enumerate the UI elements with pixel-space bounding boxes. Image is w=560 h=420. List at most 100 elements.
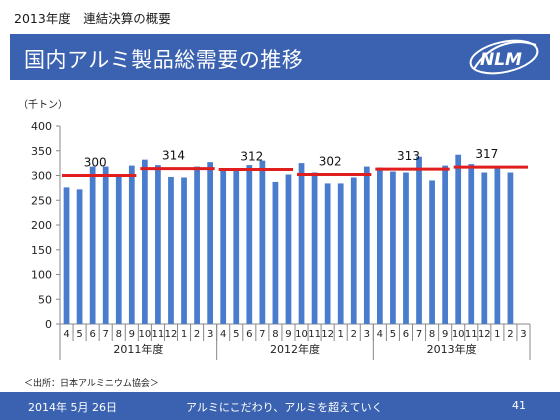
bar [259, 160, 266, 324]
bar [390, 171, 396, 324]
x-tick-label: 4 [220, 329, 226, 340]
bar [89, 166, 96, 324]
x-tick-label: 9 [442, 329, 448, 340]
bar [311, 172, 318, 324]
x-tick-label: 4 [63, 329, 69, 340]
logo-text: NLM [480, 50, 522, 70]
bar [455, 154, 462, 324]
x-tick-label: 5 [390, 329, 396, 340]
bar [416, 156, 422, 324]
bar [233, 169, 240, 324]
x-tick-label: 6 [89, 329, 95, 340]
x-tick-label: 10 [452, 329, 465, 340]
x-tick-label: 9 [285, 329, 291, 340]
page-title: 国内アルミ製品総需要の推移 [24, 48, 304, 72]
bar [468, 164, 475, 324]
x-tick-label: 5 [76, 329, 82, 340]
year-group-label: 2013年度 [427, 342, 477, 356]
bar [246, 165, 253, 324]
footer-bar: 2014年 5月 26日 アルミにこだわり、アルミを超えていく 41 [0, 392, 560, 420]
bar [168, 176, 174, 324]
x-tick-label: 7 [416, 329, 422, 340]
page-number: 41 [512, 399, 526, 412]
bar [481, 172, 488, 324]
x-tick-label: 11 [465, 329, 478, 340]
bar [403, 172, 409, 324]
x-tick-label: 10 [295, 329, 308, 340]
y-tick-label: 50 [38, 293, 52, 306]
y-tick-label: 400 [31, 120, 52, 133]
bar [194, 166, 200, 324]
y-tick-label: 100 [31, 269, 52, 282]
x-tick-label: 4 [377, 329, 383, 340]
company-logo-icon: NLM [469, 39, 539, 75]
x-tick-label: 9 [129, 329, 135, 340]
y-tick-label: 200 [31, 219, 52, 232]
bar [115, 176, 122, 324]
x-tick-label: 1 [338, 329, 344, 340]
x-tick-label: 12 [478, 329, 491, 340]
x-tick-label: 10 [138, 329, 151, 340]
bar [363, 166, 370, 324]
bar [337, 183, 344, 324]
average-label: 313 [397, 149, 420, 163]
x-tick-label: 8 [116, 329, 122, 340]
bar [298, 163, 305, 324]
unit-label: （千トン） [18, 100, 68, 111]
bar [181, 177, 187, 324]
x-tick-label: 7 [103, 329, 109, 340]
bar [63, 187, 70, 324]
bar [285, 174, 292, 324]
x-tick-label: 12 [165, 329, 178, 340]
footer-slogan: アルミにこだわり、アルミを超えていく [186, 401, 383, 414]
average-label: 317 [475, 147, 498, 161]
bar [442, 165, 449, 324]
bar [376, 167, 383, 324]
x-tick-label: 3 [364, 329, 370, 340]
average-label: 314 [162, 149, 185, 163]
x-tick-label: 6 [246, 329, 252, 340]
x-tick-label: 1 [494, 329, 500, 340]
x-tick-label: 3 [520, 329, 526, 340]
y-tick-label: 0 [45, 318, 52, 331]
bar [272, 181, 279, 324]
x-tick-label: 7 [259, 329, 265, 340]
average-label: 302 [319, 155, 342, 169]
x-tick-label: 1 [181, 329, 187, 340]
bar [429, 180, 435, 324]
source-note: ＜出所：日本アルミニウム協会＞ [24, 379, 159, 389]
average-label: 312 [240, 150, 263, 164]
x-tick-label: 2 [194, 329, 200, 340]
year-group-label: 2012年度 [270, 342, 320, 356]
bar [128, 165, 135, 324]
bar [324, 183, 331, 324]
bar [141, 159, 148, 324]
x-tick-label: 2 [351, 329, 357, 340]
x-tick-label: 6 [403, 329, 409, 340]
bar [494, 166, 501, 324]
x-tick-label: 5 [233, 329, 239, 340]
year-group-label: 2011年度 [113, 342, 163, 356]
title-banner: 国内アルミ製品総需要の推移 NLM [10, 34, 550, 80]
bar [155, 165, 161, 324]
bar [102, 166, 109, 324]
average-label: 300 [84, 156, 107, 170]
bar [507, 172, 514, 324]
bar [76, 189, 83, 324]
x-tick-label: 2 [507, 329, 513, 340]
bar [350, 177, 357, 324]
y-tick-label: 150 [31, 244, 52, 257]
x-tick-label: 8 [272, 329, 278, 340]
footer-date: 2014年 5月 26日 [28, 401, 117, 414]
x-tick-label: 3 [207, 329, 213, 340]
report-subtitle: 2013年度 連結決算の概要 [14, 11, 171, 26]
y-tick-label: 300 [31, 170, 52, 183]
x-tick-label: 12 [321, 329, 334, 340]
bar [220, 169, 227, 324]
x-tick-label: 8 [429, 329, 435, 340]
x-tick-label: 11 [152, 329, 165, 340]
y-tick-label: 350 [31, 145, 52, 158]
bar [207, 162, 214, 324]
x-tick-label: 11 [308, 329, 321, 340]
